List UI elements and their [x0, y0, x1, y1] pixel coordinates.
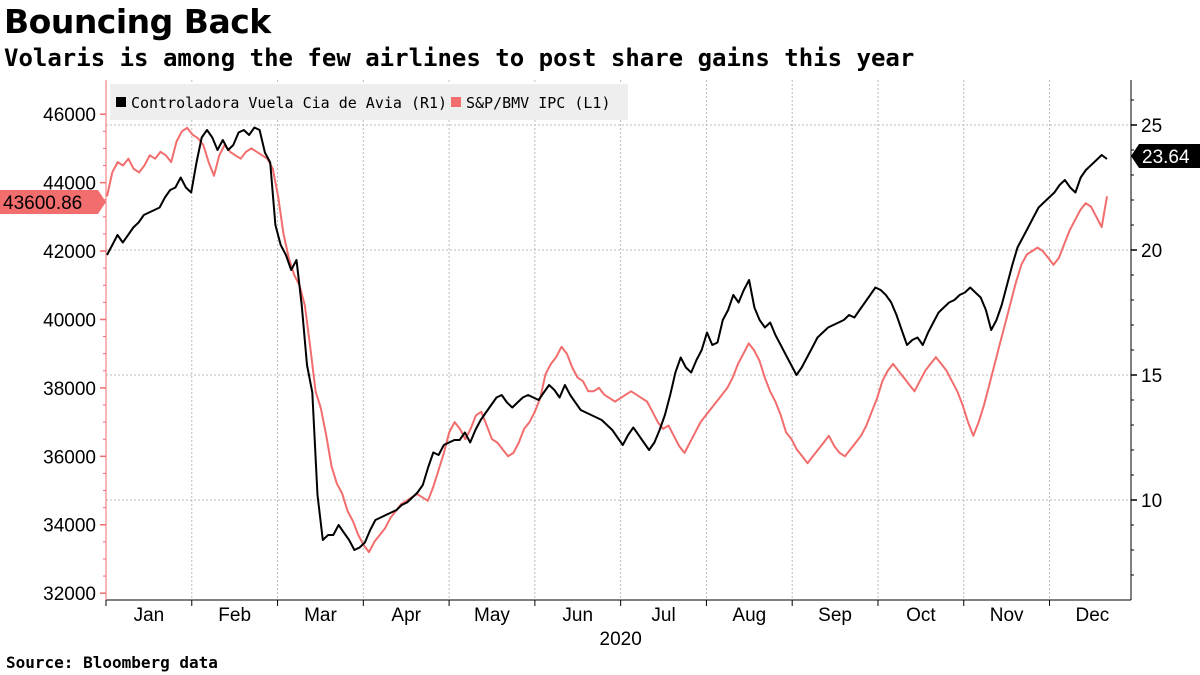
x-axis-tick-label: Jan	[134, 605, 165, 626]
x-axis-tick-label: May	[474, 605, 510, 626]
badge-ipc-value: 43600.86	[3, 193, 82, 214]
x-axis-tick-label: Feb	[218, 605, 251, 626]
left-axis-tick-label: 38000	[43, 379, 96, 400]
left-axis-tick-label: 34000	[43, 516, 96, 537]
series-line-ipc	[106, 126, 1108, 554]
badge-volaris-shape	[1131, 144, 1200, 168]
right-axis-tick-label: 10	[1141, 491, 1162, 512]
x-axis-tick-label: Nov	[990, 605, 1024, 626]
series-line-volaris	[106, 126, 1108, 551]
left-axis-tick-label: 44000	[43, 174, 96, 195]
left-axis-tick-label: 36000	[43, 447, 96, 468]
left-axis-tick-label: 46000	[43, 105, 96, 126]
x-axis-year-label: 2020	[600, 629, 642, 650]
right-axis-tick-label: 25	[1141, 116, 1162, 137]
x-axis-tick-label: Dec	[1076, 605, 1110, 626]
legend-label-volaris: Controladora Vuela Cia de Avia (R1)	[131, 94, 447, 112]
last-value-badges: 23.64 43600.86	[0, 144, 1200, 214]
x-axis-tick-label: Sep	[818, 605, 852, 626]
badge-ipc-shape	[0, 190, 106, 214]
last-value-badge-volaris: 23.64	[1131, 144, 1200, 168]
left-axis-tick-label: 40000	[43, 310, 96, 331]
x-axis-tick-label: Oct	[906, 605, 936, 626]
legend-swatch-volaris	[116, 97, 126, 107]
chart-title: Bouncing Back	[4, 2, 271, 41]
badge-volaris-value: 23.64	[1142, 147, 1190, 168]
x-axis-tick-label: Apr	[391, 605, 421, 626]
last-value-badge-ipc: 43600.86	[0, 190, 106, 214]
series-layer	[106, 126, 1108, 554]
x-axis-tick-label: Jul	[651, 605, 675, 626]
gridlines	[106, 80, 1131, 600]
right-axis-tick-label: 20	[1141, 241, 1162, 262]
x-axis-tick-label: Mar	[304, 605, 337, 626]
chart-subtitle: Volaris is among the few airlines to pos…	[4, 44, 915, 72]
plot-area	[106, 80, 1131, 600]
left-axis-tick-label: 32000	[43, 584, 96, 605]
x-axis-tick-label: Jun	[562, 605, 593, 626]
legend: Controladora Vuela Cia de Avia (R1) S&P/…	[110, 84, 628, 120]
x-axis-tick-label: Aug	[732, 605, 766, 626]
legend-label-ipc: S&P/BMV IPC (L1)	[466, 94, 611, 112]
source-note: Source: Bloomberg data	[6, 653, 218, 672]
legend-background	[110, 84, 628, 120]
legend-swatch-ipc	[451, 97, 461, 107]
right-axis-tick-label: 15	[1141, 366, 1162, 387]
left-axis-tick-label: 42000	[43, 242, 96, 263]
axes: 32000 34000 36000 38000 40000 42000 44000 46000…	[43, 80, 1162, 650]
